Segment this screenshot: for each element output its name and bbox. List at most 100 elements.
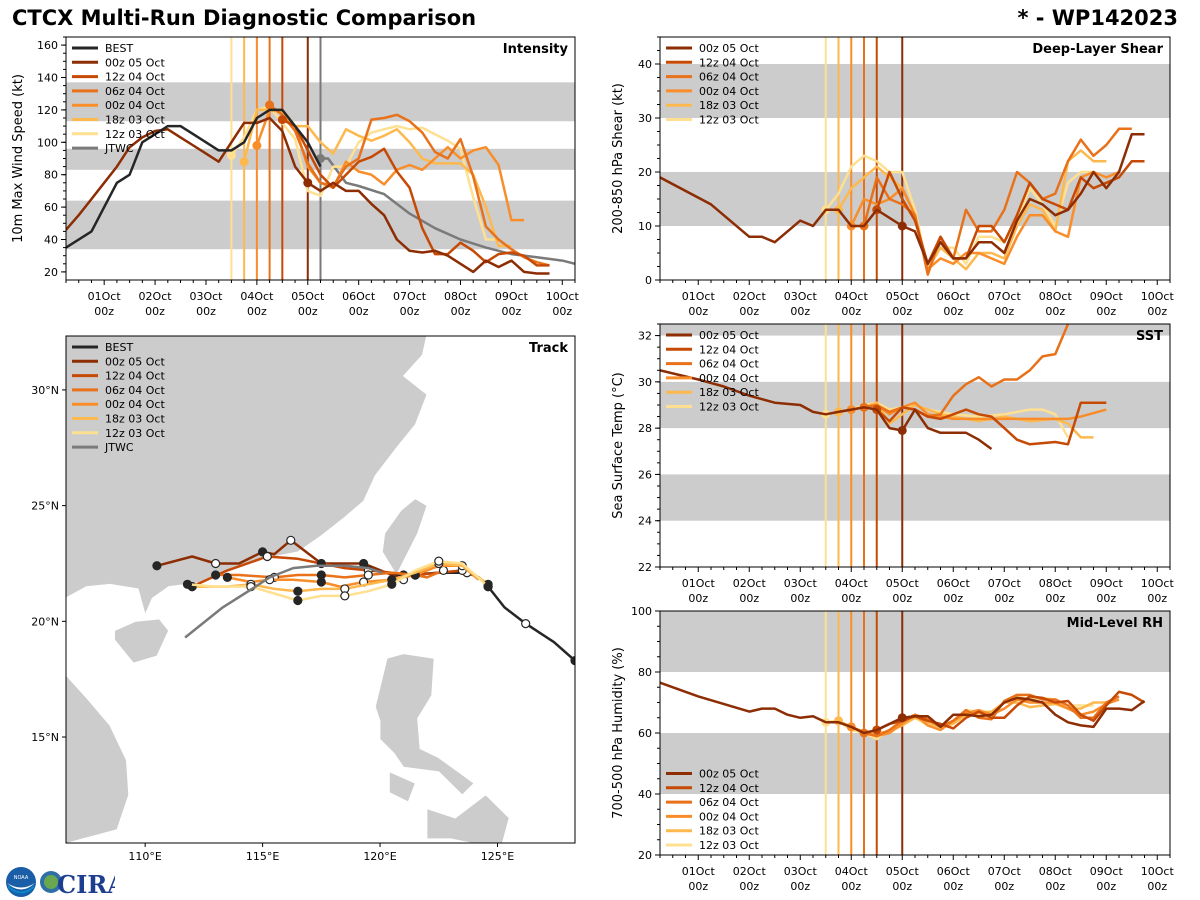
x-tick-label-hour: 00z	[841, 880, 861, 893]
track-line-00z-05-oct	[156, 539, 404, 581]
y-tick-label: 100	[631, 605, 652, 618]
storm-id: * - WP142023	[1017, 6, 1178, 30]
x-tick-label-date: 09Oct	[1090, 865, 1124, 878]
y-tick-label: 20°N	[31, 615, 59, 628]
y-tick-label: 120	[37, 104, 58, 117]
x-tick-label-hour: 00z	[298, 305, 318, 318]
y-tick-label: 28	[638, 422, 652, 435]
track-point	[340, 591, 350, 601]
init-marker	[277, 115, 287, 125]
y-tick-label: 40	[638, 788, 652, 801]
shaded-band	[660, 324, 1170, 336]
y-tick-label: 24	[638, 515, 652, 528]
x-tick-label-date: 05Oct	[291, 290, 325, 303]
x-tick-label-date: 09Oct	[1090, 577, 1124, 590]
land-mass	[381, 498, 428, 576]
land-mass	[66, 674, 130, 843]
x-tick-label-date: 05Oct	[886, 865, 920, 878]
plot-frame	[65, 335, 576, 844]
x-tick-label-date: 08Oct	[1039, 577, 1073, 590]
x-tick-label-hour: 00z	[145, 305, 165, 318]
x-tick-label: 110°E	[128, 850, 161, 863]
legend-label: 12z 03 Oct	[699, 839, 759, 852]
x-tick-label-hour: 00z	[552, 305, 572, 318]
x-tick-label-date: 07Oct	[393, 290, 427, 303]
x-tick-label-hour: 00z	[790, 592, 810, 605]
init-marker	[239, 157, 249, 167]
track-line-12z-04-oct	[191, 555, 463, 588]
x-tick-label-hour: 00z	[247, 305, 267, 318]
x-tick-label-date: 06Oct	[937, 577, 971, 590]
legend-label: 00z 04 Oct	[105, 99, 165, 112]
y-tick-label: 80	[44, 169, 58, 182]
legend-label: 18z 03 Oct	[699, 825, 759, 838]
noaa-icon: NOAA	[6, 867, 36, 897]
legend-label: 00z 05 Oct	[105, 355, 165, 368]
legend-label: 06z 04 Oct	[699, 71, 759, 84]
series-line-12z-04-oct	[281, 118, 550, 267]
x-tick-label-hour: 00z	[994, 592, 1014, 605]
y-axis-label: 10m Max Wind Speed (kt)	[11, 74, 26, 243]
x-tick-label-hour: 00z	[688, 880, 708, 893]
init-marker	[897, 221, 907, 231]
y-tick-label: 25°N	[31, 500, 59, 513]
y-tick-label: 22	[638, 561, 652, 574]
x-tick-label-hour: 00z	[501, 305, 521, 318]
shaded-band	[660, 733, 1170, 794]
panel-rh: 20 40 60 80 100 01Oct 00z 02Oct 00z 03Oct 00z 04Oct…	[611, 605, 1174, 893]
x-tick-label-date: 03Oct	[189, 290, 223, 303]
x-tick-label-hour: 00z	[892, 880, 912, 893]
x-tick-label-hour: 00z	[1096, 880, 1116, 893]
noaa-cira-logo: NOAA CIRA	[5, 866, 115, 898]
track-point	[316, 577, 326, 587]
plot-area	[660, 324, 1170, 567]
series-line-best	[66, 108, 322, 249]
x-tick-label-hour: 00z	[1096, 592, 1116, 605]
y-tick-label: 30	[638, 112, 652, 125]
legend-label: 00z 04 Oct	[699, 85, 759, 98]
series-line-12z-04-oct	[876, 690, 1146, 732]
legend-label: 18z 03 Oct	[699, 99, 759, 112]
track-point	[521, 619, 531, 629]
track-point	[222, 572, 232, 582]
cira-text: CIRA	[57, 870, 115, 898]
legend-label: 00z 04 Oct	[105, 398, 165, 411]
x-tick-label-hour: 00z	[1045, 305, 1065, 318]
y-tick-label: 20	[638, 849, 652, 862]
legend-label: 12z 04 Oct	[699, 782, 759, 795]
legend-label: JTWC	[104, 441, 134, 454]
x-tick-label-hour: 00z	[1045, 592, 1065, 605]
x-tick-label-hour: 00z	[994, 880, 1014, 893]
track-point	[434, 556, 444, 566]
track-point	[182, 579, 193, 589]
x-tick-label-date: 04Oct	[835, 290, 869, 303]
x-tick-label-date: 02Oct	[733, 865, 767, 878]
x-tick-label-hour: 00z	[1147, 305, 1167, 318]
legend-label: 06z 04 Oct	[105, 384, 165, 397]
series-line-jtwc	[320, 157, 575, 266]
legend-label: 12z 04 Oct	[699, 343, 759, 356]
legend-label: 12z 04 Oct	[699, 56, 759, 69]
init-marker	[226, 150, 236, 160]
x-tick-label-hour: 00z	[892, 305, 912, 318]
legend-label: 12z 03 Oct	[105, 128, 165, 141]
legend-label: BEST	[105, 42, 133, 55]
x-tick-label-date: 08Oct	[444, 290, 478, 303]
series-line-00z-05-oct	[660, 681, 1146, 735]
x-tick-label-hour: 00z	[892, 592, 912, 605]
x-tick-label-hour: 00z	[841, 592, 861, 605]
track-point	[387, 579, 397, 589]
y-tick-label: 10	[638, 220, 652, 233]
y-tick-label: 160	[37, 39, 58, 52]
track-point	[211, 558, 221, 569]
x-tick-label-date: 02Oct	[139, 290, 173, 303]
y-tick-label: 60	[44, 201, 58, 214]
series-line-06z-04-oct	[268, 104, 550, 267]
y-axis-label: Sea Surface Temp (°C)	[611, 372, 626, 519]
shaded-band	[660, 474, 1170, 521]
y-tick-label: 30	[638, 376, 652, 389]
x-tick-label-date: 05Oct	[886, 577, 920, 590]
